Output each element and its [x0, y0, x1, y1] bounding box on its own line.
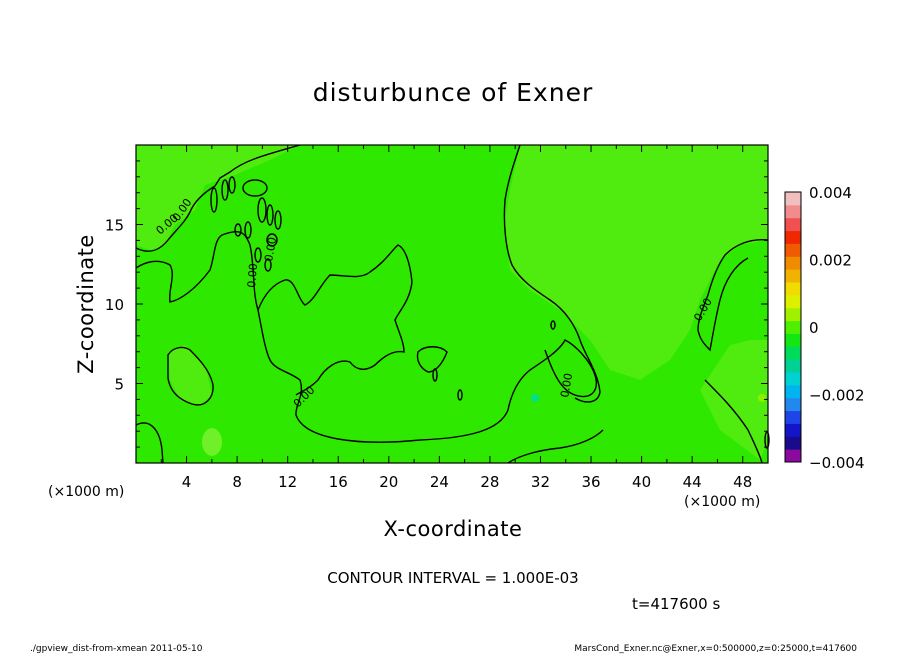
colorbar-segment — [785, 449, 801, 463]
colorbar-segment — [785, 410, 801, 424]
contour-line — [135, 144, 301, 252]
colorbar-frame — [784, 191, 802, 463]
x-axis-title: X-coordinate — [384, 517, 523, 541]
colorbar-segment — [785, 307, 801, 322]
x-tick-label: 32 — [531, 473, 550, 491]
x-tick-label: 20 — [379, 473, 398, 491]
negative-spot — [531, 394, 539, 402]
contour-line — [167, 346, 214, 406]
colorbar-segment — [785, 217, 801, 232]
colorbar-tick-label: 0.004 — [809, 184, 852, 202]
y-tick-label: 15 — [105, 217, 124, 235]
colorbar-segment — [785, 436, 801, 450]
contour-line — [697, 238, 769, 352]
x-tick-label: 12 — [278, 473, 297, 491]
contour-line — [234, 223, 242, 237]
contour-line — [266, 233, 278, 247]
contour-line — [550, 320, 556, 330]
colorbar-segment — [785, 346, 801, 360]
contour-line — [135, 230, 597, 443]
colorbar-segment — [785, 333, 801, 347]
colorbar-labels: 0.004 0.002 0 −0.002 −0.004 — [809, 184, 865, 472]
time-label: t=417600 s — [632, 595, 720, 613]
contour-line — [228, 176, 236, 194]
contour-line — [416, 346, 448, 373]
positive-spot — [758, 394, 766, 402]
contour-line — [135, 422, 164, 464]
x-tick-label: 44 — [683, 473, 702, 491]
contour-line — [764, 431, 770, 449]
footer-left: ./gpview_dist-from-xmean 2011-05-10 — [30, 644, 203, 654]
contour-line — [432, 368, 438, 382]
x-tick-label: 16 — [329, 473, 348, 491]
x-unit-label: (×1000 m) — [684, 494, 760, 510]
x-tick-label: 28 — [480, 473, 499, 491]
contour-line — [244, 221, 252, 239]
y-tick-label: 10 — [105, 296, 124, 314]
contour-line — [266, 204, 274, 226]
contour-label: 0.00 — [558, 372, 575, 398]
contour-line — [264, 258, 272, 272]
colorbar-segment — [785, 269, 801, 283]
x-tick-label: 8 — [232, 473, 242, 491]
chart-title: disturbunce of Exner — [313, 78, 594, 107]
footer-right: MarsCond_Exner.nc@Exner,x=0:500000,z=0:2… — [574, 644, 857, 654]
contour-interval-text: CONTOUR INTERVAL = 1.000E-03 — [327, 569, 578, 587]
colorbar-tick-label: 0.002 — [809, 252, 852, 270]
colorbar-tick-label: 0 — [809, 319, 819, 337]
contour-line — [457, 389, 463, 401]
contour-line — [210, 187, 218, 213]
colorbar-segment — [785, 294, 801, 309]
positive-region — [505, 145, 768, 380]
x-tick-label: 4 — [182, 473, 192, 491]
x-tick-label: 24 — [430, 473, 449, 491]
colorbar-segment — [785, 359, 801, 373]
contour-line — [507, 429, 604, 464]
contour-line — [274, 210, 282, 230]
colorbar-segment — [785, 397, 801, 412]
contour-line — [704, 379, 763, 464]
colorbar-segment — [785, 192, 801, 206]
colorbar-segment — [785, 204, 801, 219]
x-axis: 4 8 12 16 20 24 28 32 36 40 44 48 — [160, 145, 752, 491]
colorbar-segment — [785, 320, 801, 334]
contour-line — [257, 197, 267, 223]
colorbar-segment — [785, 423, 801, 437]
y-unit-label: (×1000 m) — [48, 484, 124, 500]
x-tick-label: 48 — [733, 473, 752, 491]
colorbar-segment — [785, 243, 801, 257]
x-tick-label: 36 — [581, 473, 600, 491]
contour-label: 0.00 — [245, 263, 260, 289]
colorbar-segment — [785, 372, 801, 386]
contour-label: 0.00 — [262, 236, 279, 262]
plot-area: 0.00 0.00 0.00 0.00 0.00 0.00 0.00 — [135, 144, 770, 464]
y-axis: 5 10 15 — [105, 160, 768, 448]
y-axis-title: Z-coordinate — [74, 234, 98, 374]
contour-line — [503, 144, 601, 403]
positive-region — [700, 340, 768, 460]
contour-lines — [135, 144, 770, 464]
colorbar-segment — [785, 256, 801, 270]
contour-line — [221, 179, 229, 201]
y-tick-label: 5 — [114, 376, 124, 394]
positive-blob — [202, 428, 222, 456]
colorbar-segment — [785, 230, 801, 244]
x-tick-label: 40 — [632, 473, 651, 491]
contour-line — [254, 247, 262, 263]
positive-region — [168, 345, 212, 405]
colorbar-tick-label: −0.004 — [809, 454, 865, 472]
colorbar-segment — [785, 384, 801, 399]
colorbar-segment — [785, 282, 801, 296]
positive-region — [136, 145, 300, 250]
contour-line — [257, 244, 413, 396]
colorbar-tick-label: −0.002 — [809, 387, 865, 405]
contour-line — [242, 179, 268, 197]
colorbar — [784, 191, 802, 463]
